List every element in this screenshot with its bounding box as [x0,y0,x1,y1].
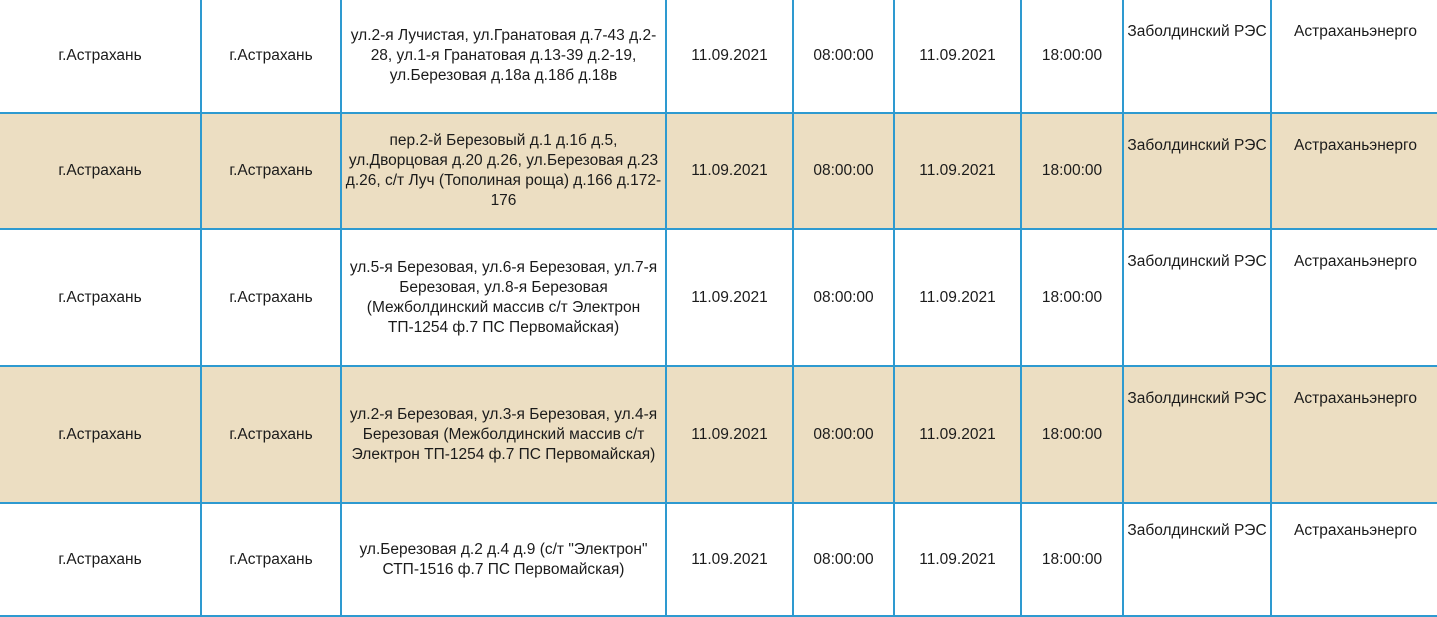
end-date-cell: 11.09.2021 [893,365,1022,504]
res-cell: Заболдинский РЭС [1122,228,1272,367]
end-time-cell: 18:00:00 [1020,502,1124,617]
org-cell: Астраханьэнерго [1270,112,1437,230]
org-cell: Астраханьэнерго [1270,228,1437,367]
address-cell: ул.2-я Березовая, ул.3-я Березовая, ул.4… [340,365,667,504]
end-date-cell: 11.09.2021 [893,0,1022,114]
address-cell: ул.2-я Лучистая, ул.Гранатовая д.7-43 д.… [340,0,667,114]
res-cell: Заболдинский РЭС [1122,365,1272,504]
end-time-cell: 18:00:00 [1020,0,1124,114]
city-cell: г.Астрахань [0,228,202,367]
start-date-cell: 11.09.2021 [665,0,794,114]
res-cell: Заболдинский РЭС [1122,502,1272,617]
start-time-cell: 08:00:00 [792,112,895,230]
start-date-cell: 11.09.2021 [665,228,794,367]
end-date-cell: 11.09.2021 [893,502,1022,617]
end-time-cell: 18:00:00 [1020,365,1124,504]
start-date-cell: 11.09.2021 [665,112,794,230]
district-cell: г.Астрахань [200,112,342,230]
table-row: г.Астрахань г.Астрахань ул.2-я Березовая… [0,365,1437,504]
address-cell: ул.5-я Березовая, ул.6-я Березовая, ул.7… [340,228,667,367]
city-cell: г.Астрахань [0,0,202,114]
city-cell: г.Астрахань [0,112,202,230]
org-cell: Астраханьэнерго [1270,0,1437,114]
start-time-cell: 08:00:00 [792,228,895,367]
start-time-cell: 08:00:00 [792,502,895,617]
table-row: г.Астрахань г.Астрахань пер.2-й Березовы… [0,112,1437,230]
address-cell: пер.2-й Березовый д.1 д.1б д.5, ул.Дворц… [340,112,667,230]
district-cell: г.Астрахань [200,0,342,114]
end-time-cell: 18:00:00 [1020,228,1124,367]
city-cell: г.Астрахань [0,365,202,504]
end-date-cell: 11.09.2021 [893,228,1022,367]
start-time-cell: 08:00:00 [792,0,895,114]
city-cell: г.Астрахань [0,502,202,617]
org-cell: Астраханьэнерго [1270,365,1437,504]
org-cell: Астраханьэнерго [1270,502,1437,617]
start-date-cell: 11.09.2021 [665,502,794,617]
start-date-cell: 11.09.2021 [665,365,794,504]
res-cell: Заболдинский РЭС [1122,112,1272,230]
address-cell: ул.Березовая д.2 д.4 д.9 (с/т "Электрон"… [340,502,667,617]
table-row: г.Астрахань г.Астрахань ул.5-я Березовая… [0,228,1437,367]
end-date-cell: 11.09.2021 [893,112,1022,230]
district-cell: г.Астрахань [200,228,342,367]
table-row: г.Астрахань г.Астрахань ул.Березовая д.2… [0,502,1437,617]
res-cell: Заболдинский РЭС [1122,0,1272,114]
district-cell: г.Астрахань [200,502,342,617]
table-row: г.Астрахань г.Астрахань ул.2-я Лучистая,… [0,0,1437,114]
district-cell: г.Астрахань [200,365,342,504]
end-time-cell: 18:00:00 [1020,112,1124,230]
start-time-cell: 08:00:00 [792,365,895,504]
